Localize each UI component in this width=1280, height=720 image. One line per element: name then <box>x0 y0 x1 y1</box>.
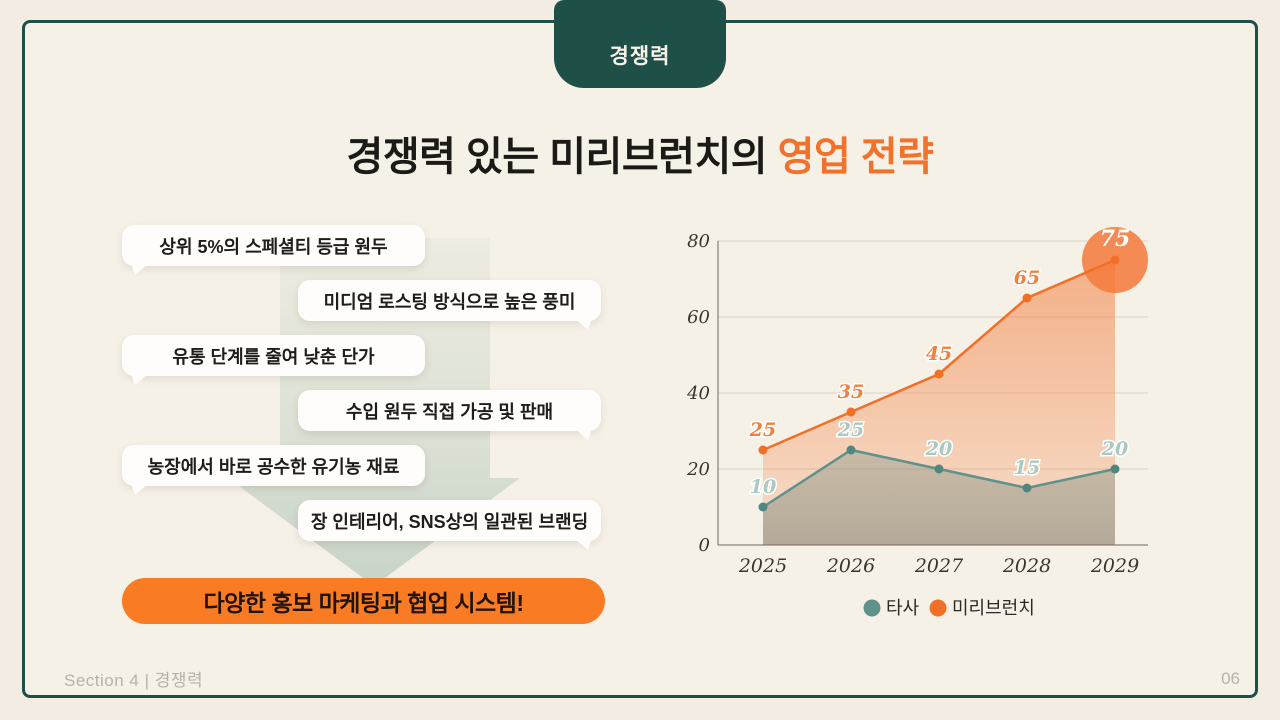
highlight-banner-label: 다양한 홍보 마케팅과 협업 시스템! <box>203 590 524 616</box>
data-label: 20 <box>925 438 952 460</box>
data-label: 25 <box>837 419 864 441</box>
page-title-main: 경쟁력 있는 미리브런치의 <box>346 135 778 179</box>
data-point <box>934 369 944 379</box>
speech-bubble: 상위 5%의 스페셜티 등급 원두 <box>122 225 425 275</box>
speech-bubble: 농장에서 바로 공수한 유기농 재료 <box>122 445 425 495</box>
y-tick-label: 80 <box>687 231 710 252</box>
bubble-label: 유통 단계를 줄여 낮춘 단가 <box>172 346 375 367</box>
legend-label: 타사 <box>886 598 920 618</box>
y-tick-label: 60 <box>687 307 710 328</box>
x-tick-label: 2027 <box>914 555 964 577</box>
data-point <box>846 445 856 455</box>
section-tab: 경쟁력 <box>554 0 726 88</box>
page-title: 경쟁력 있는 미리브런치의 영업 전략 <box>0 124 1280 182</box>
page-title-accent: 영업 전략 <box>777 135 934 179</box>
y-tick-label: 0 <box>699 535 710 556</box>
sales-line-chart: 0 20 40 60 80 2025 2026 2027 2028 2029 10 25 20 15 20 2… <box>680 210 1170 640</box>
speech-bubble: 유통 단계를 줄여 낮춘 단가 <box>122 335 425 385</box>
speech-bubble: 수입 원두 직접 가공 및 판매 <box>298 390 601 440</box>
data-label: 35 <box>838 381 864 403</box>
speech-bubble: 장 인테리어, SNS상의 일관된 브랜딩 <box>298 500 601 550</box>
area-fill-타사 <box>763 450 1115 545</box>
data-point <box>1022 483 1032 493</box>
data-point <box>1110 255 1120 265</box>
page-number: 06 <box>1221 669 1240 688</box>
bubble-label: 농장에서 바로 공수한 유기농 재료 <box>147 456 400 477</box>
legend-dot-미리브런치 <box>929 599 947 617</box>
data-label: 15 <box>1014 457 1040 479</box>
x-tick-label: 2029 <box>1090 555 1139 577</box>
x-tick-label: 2028 <box>1002 555 1051 577</box>
highlight-banner: 다양한 홍보 마케팅과 협업 시스템! <box>122 578 605 624</box>
data-point <box>846 407 856 417</box>
data-label: 25 <box>749 419 776 441</box>
data-label: 10 <box>750 476 776 498</box>
data-label: 65 <box>1014 267 1040 289</box>
bubble-label: 미디엄 로스팅 방식으로 높은 풍미 <box>323 291 576 312</box>
legend-label: 미리브런치 <box>952 598 1035 618</box>
data-point <box>1110 464 1120 474</box>
y-tick-label: 20 <box>686 459 710 480</box>
x-tick-label: 2025 <box>738 555 787 577</box>
data-point <box>758 502 768 512</box>
data-point <box>758 445 768 455</box>
legend-dot-타사 <box>863 599 881 617</box>
data-label: 75 <box>1100 226 1131 252</box>
section-tab-label: 경쟁력 <box>609 45 671 68</box>
speech-bubble: 미디엄 로스팅 방식으로 높은 풍미 <box>298 280 601 330</box>
y-tick-label: 40 <box>686 383 710 404</box>
footer-section-label: Section 4 | 경쟁력 <box>64 671 204 690</box>
bubble-label: 장 인테리어, SNS상의 일관된 브랜딩 <box>310 511 589 532</box>
bubble-label: 수입 원두 직접 가공 및 판매 <box>345 401 554 422</box>
data-label: 45 <box>926 343 952 365</box>
data-point <box>1022 293 1032 303</box>
bubble-label: 상위 5%의 스페셜티 등급 원두 <box>159 236 388 257</box>
x-tick-label: 2026 <box>826 555 875 577</box>
data-point <box>934 464 944 474</box>
data-label: 20 <box>1101 438 1128 460</box>
